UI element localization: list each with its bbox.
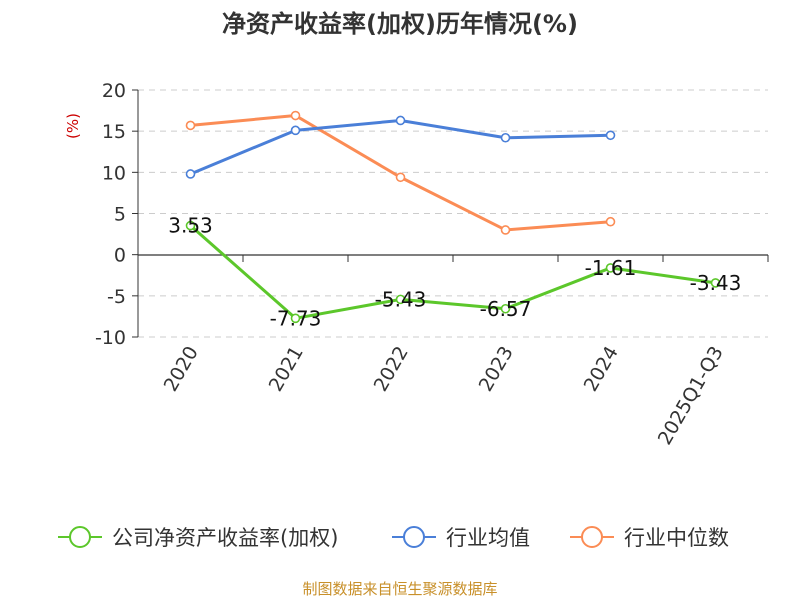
x-tick-labels: 2020 2021 2022 2023 2024 2025Q1-Q3 — [160, 343, 728, 449]
legend: 公司净资产收益率(加权) 行业均值 行业中位数 — [58, 526, 729, 550]
series-0-point-3 — [500, 303, 511, 314]
data-label-2: -5.43 — [375, 287, 427, 311]
axes — [132, 89, 769, 338]
series-1-point-2 — [395, 115, 406, 126]
series-0-point-1 — [290, 313, 301, 324]
series-2-point-2 — [395, 172, 406, 183]
series-1-point-1 — [290, 125, 301, 136]
series-0-point-5 — [710, 278, 721, 288]
series-layer — [185, 110, 721, 324]
y-tick-label-3: 5 — [114, 204, 126, 226]
data-label-1: -7.73 — [270, 306, 322, 330]
y-tick-label-2: 10 — [102, 162, 126, 184]
series-2-point-4 — [605, 216, 616, 227]
legend-marker-2 — [581, 526, 603, 548]
chart-title: 净资产收益率(加权)历年情况(%) — [222, 10, 578, 38]
series-1-point-0 — [185, 169, 196, 179]
series-line-1 — [189, 118, 611, 176]
y-tick-label-1: 15 — [102, 121, 126, 143]
series-2-point-0 — [185, 120, 196, 131]
series-0-point-4 — [605, 263, 616, 273]
y-axis-unit: (%) — [64, 113, 82, 139]
series-1-point-3 — [500, 132, 511, 143]
data-label-5: -3.43 — [690, 271, 742, 295]
x-tick-label-5: 2025Q1-Q3 — [654, 343, 728, 449]
series-2-point-3 — [500, 225, 511, 235]
y-tick-labels: 20 15 10 5 0 -5 -10 — [95, 80, 126, 349]
x-tick-label-4: 2024 — [580, 343, 623, 396]
series-0-point-0 — [185, 220, 196, 231]
grid-lines — [138, 89, 768, 338]
series-1-point-4 — [605, 130, 616, 141]
series-line-0 — [189, 224, 716, 320]
data-label-4: -1.61 — [585, 256, 637, 280]
legend-marker-0 — [69, 526, 91, 548]
series-0-point-2 — [395, 294, 406, 305]
data-label-3: -6.57 — [480, 297, 532, 321]
legend-label-2: 行业中位数 — [624, 526, 729, 550]
x-tick-label-3: 2023 — [475, 343, 518, 396]
y-tick-label-5: -5 — [107, 286, 126, 308]
x-tick-label-2: 2022 — [370, 343, 413, 396]
data-labels: 3.53 -7.73 -5.43 -6.57 -1.61 -3.43 — [168, 214, 741, 331]
data-label-0: 3.53 — [168, 214, 213, 238]
footer-source: 制图数据来自恒生聚源数据库 — [302, 580, 497, 598]
legend-label-1: 行业均值 — [446, 526, 530, 550]
legend-label-0: 公司净资产收益率(加权) — [112, 526, 338, 550]
x-tick-label-1: 2021 — [265, 343, 308, 396]
legend-marker-1 — [403, 526, 425, 548]
y-tick-label-6: -10 — [95, 327, 126, 349]
y-tick-label-0: 20 — [102, 80, 126, 102]
y-tick-label-4: 0 — [114, 245, 126, 267]
x-tick-label-0: 2020 — [160, 343, 203, 396]
series-2-point-1 — [290, 110, 301, 121]
